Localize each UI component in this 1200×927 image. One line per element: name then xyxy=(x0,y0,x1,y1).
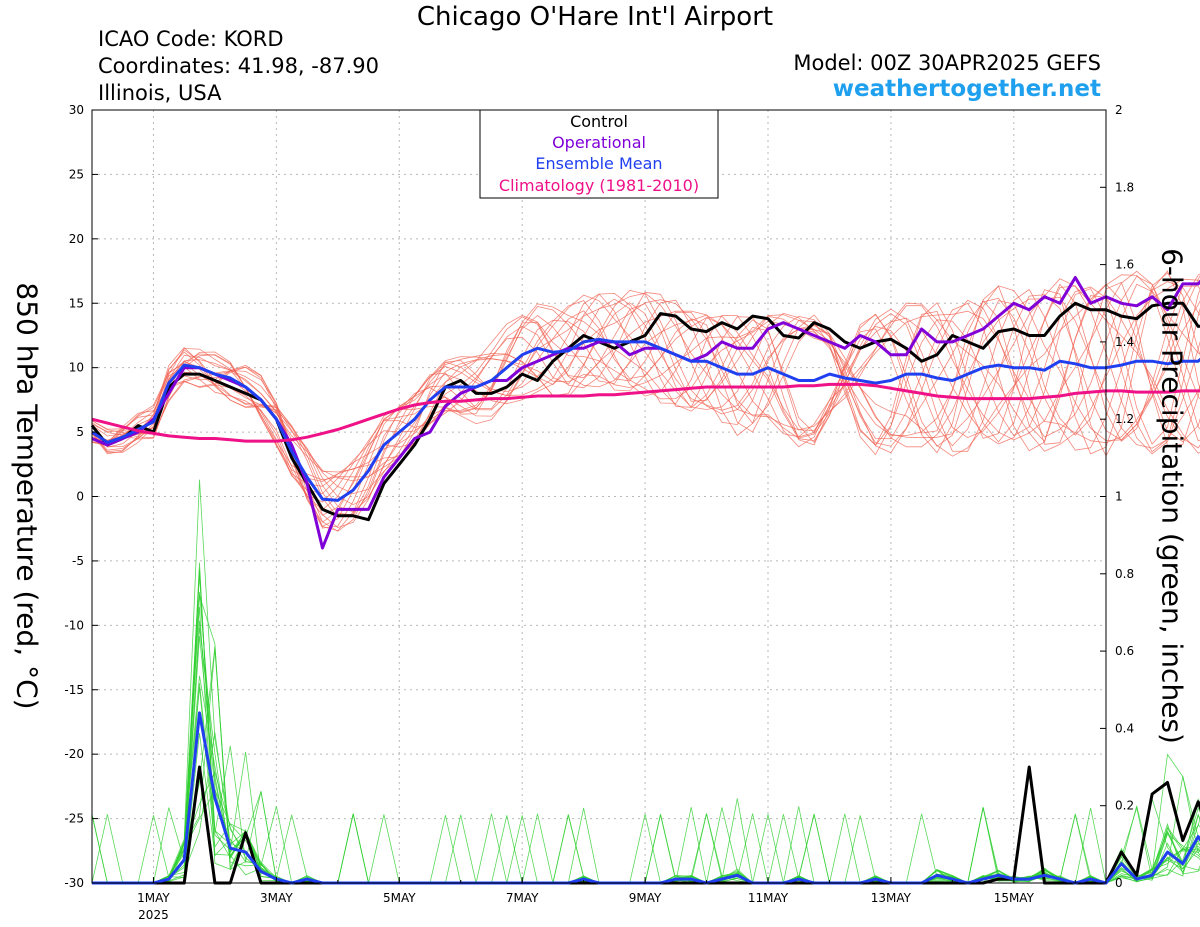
location-label: Illinois, USA xyxy=(98,81,222,105)
y-tick-label-right: 1 xyxy=(1115,490,1123,504)
x-tick-label: 9MAY xyxy=(629,891,662,905)
ensemble-member-precip-line xyxy=(92,562,1200,885)
legend-box xyxy=(479,109,719,199)
ensemble-member-precip-line xyxy=(92,592,1200,884)
chart-title: Chicago O'Hare Int'l Airport xyxy=(416,2,774,32)
y-tick-label-right: 1.4 xyxy=(1115,335,1134,349)
legend-ensemble-mean: Ensemble Mean xyxy=(535,154,662,173)
y-tick-label-left: -10 xyxy=(64,618,84,632)
ensemble-member-temp-line xyxy=(91,289,1200,518)
ensemble-member-temp-line xyxy=(91,288,1200,527)
icao-code-label: ICAO Code: KORD xyxy=(98,27,284,51)
ensemble-member-precip-line xyxy=(91,627,1200,884)
ensemble-member-temp-line xyxy=(91,275,1200,503)
y-tick-label-right: 0.4 xyxy=(1115,721,1134,735)
ensemble-member-precip-line xyxy=(92,479,1200,884)
y-tick-label-left: 30 xyxy=(69,103,84,117)
site-link[interactable]: weathertogether.net xyxy=(832,76,1101,102)
y-tick-label-right: 1.6 xyxy=(1115,258,1134,272)
coordinates-label: Coordinates: 41.98, -87.90 xyxy=(98,54,379,78)
y-tick-label-left: -30 xyxy=(64,876,84,890)
y-tick-label-left: -20 xyxy=(64,747,84,761)
x-tick-label: 3MAY xyxy=(260,891,293,905)
ensemble-member-precip-line xyxy=(92,636,1200,884)
y-tick-label-right: 1.8 xyxy=(1115,180,1134,194)
ensemble-member-temp-line xyxy=(91,281,1200,523)
model-run-label: Model: 00Z 30APR2025 GEFS xyxy=(793,51,1101,75)
y-tick-label-left: 10 xyxy=(69,361,84,375)
y-tick-label-right: 0.2 xyxy=(1115,799,1134,813)
legend-climatology: Climatology (1981-2010) xyxy=(499,176,699,195)
ensemble-member-precip-line xyxy=(92,649,1200,884)
ensemble-member-precip-line xyxy=(92,620,1200,884)
ensemble-member-temp-line xyxy=(91,283,1200,482)
y-tick-label-left: -25 xyxy=(64,812,84,826)
y-tick-label-left: 5 xyxy=(76,425,84,439)
y-tick-label-left: 0 xyxy=(76,490,84,504)
x-tick-label: 11MAY xyxy=(748,891,789,905)
x-tick-label: 5MAY xyxy=(383,891,416,905)
x-tick-label: 1MAY xyxy=(137,891,170,905)
x-tick-label: 13MAY xyxy=(871,891,912,905)
grid-lines xyxy=(92,110,1106,883)
ensemble-member-precip-line xyxy=(92,568,1200,884)
axis-ticks: -30-25-20-15-10-505101520253000.20.40.60… xyxy=(64,103,1134,922)
ensemble-member-temp-line xyxy=(91,286,1200,495)
ensemble-member-precip-line xyxy=(92,572,1200,884)
ensemble-member-precip-line xyxy=(92,646,1200,884)
y-axis-label-left: 850 hPa Temperature (red, °C) xyxy=(10,282,44,710)
ensemble-member-temp-line xyxy=(91,283,1200,487)
plot-frame xyxy=(91,109,1107,884)
ensemble-member-precip-line xyxy=(92,595,1200,884)
y-tick-label-right: 0.6 xyxy=(1115,644,1134,658)
ensemble-member-precip-line xyxy=(92,571,1200,884)
temp-climatology-line xyxy=(91,382,1200,443)
x-tick-sublabel: 2025 xyxy=(138,908,169,922)
y-tick-label-left: -5 xyxy=(72,554,84,568)
legend: Control Operational Ensemble Mean Climat… xyxy=(479,109,719,199)
ensemble-member-precip-line xyxy=(92,606,1200,884)
y-tick-label-right: 2 xyxy=(1115,103,1123,117)
ensemble-member-temp-line xyxy=(91,272,1200,513)
y-tick-label-left: 25 xyxy=(69,167,84,181)
y-axis-label-right: 6-hour Precipitation (green, inches) xyxy=(1155,248,1189,744)
x-tick-label: 7MAY xyxy=(506,891,539,905)
y-tick-label-left: 20 xyxy=(69,232,84,246)
y-tick-label-right: 1.2 xyxy=(1115,412,1134,426)
y-tick-label-right: 0.8 xyxy=(1115,567,1134,581)
temp-ensemble-mean-line xyxy=(91,337,1200,502)
ensemble-member-temp-line xyxy=(91,270,1200,532)
x-tick-label: 15MAY xyxy=(994,891,1035,905)
y-tick-label-right: 0 xyxy=(1115,876,1123,890)
ensemble-member-temp-line xyxy=(91,274,1200,516)
member-lines xyxy=(91,270,1200,885)
y-tick-label-left: -15 xyxy=(64,683,84,697)
legend-operational: Operational xyxy=(552,133,646,152)
legend-control: Control xyxy=(570,112,628,131)
y-tick-label-left: 15 xyxy=(69,296,84,310)
